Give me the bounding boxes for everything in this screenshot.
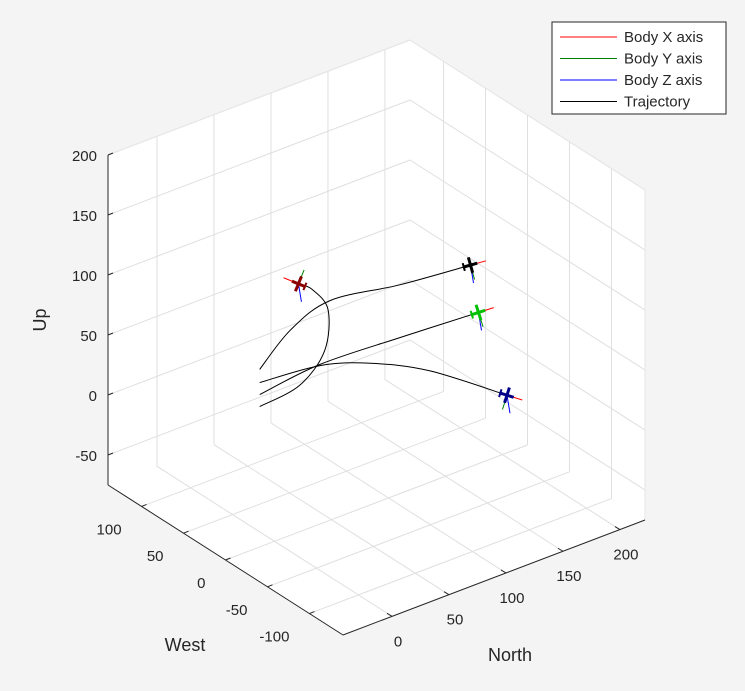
aircraft-wings (474, 304, 483, 321)
x-tick (443, 591, 450, 596)
trajectory-line (259, 362, 508, 396)
axis-lines (107, 39, 646, 636)
z-tick-label: 0 (89, 388, 97, 405)
z-tick (107, 332, 114, 336)
grid-line (409, 99, 646, 251)
z-axis-label: Up (30, 308, 50, 331)
grid-line (107, 99, 411, 216)
z-tick (107, 212, 114, 216)
y-tick (183, 530, 189, 534)
x-tick-label: 150 (556, 568, 581, 585)
y-tick (225, 557, 231, 561)
grid-line (141, 390, 444, 507)
z-tick-label: 200 (72, 148, 97, 165)
box-edge (409, 39, 646, 191)
aircraft-tail (498, 388, 503, 398)
y-tick-label: -50 (226, 602, 248, 619)
aircraft (469, 304, 494, 331)
aircraft-tail (461, 262, 466, 272)
grid-line (107, 219, 411, 336)
aircraft (461, 256, 487, 284)
z-tick (107, 392, 114, 396)
tick-labels: -50 0 50 100 150 200 -100 -50 0 50 100 0 50 100 150 200 (72, 148, 638, 650)
trajectories (259, 264, 508, 408)
z-tick-label: -50 (75, 448, 97, 465)
z-tick-label: 50 (80, 328, 97, 345)
x-tick (557, 547, 564, 552)
grid-line (309, 498, 612, 615)
legend-label: Body X axis (624, 29, 703, 46)
aircraft-wings (466, 256, 475, 274)
x-axis-line (342, 519, 646, 636)
y-tick (309, 611, 315, 615)
z-tick (107, 452, 114, 456)
legend-label: Trajectory (624, 94, 691, 111)
aircraft-wings (503, 387, 511, 404)
grid-line (409, 279, 646, 431)
y-tick-label: 100 (97, 521, 122, 538)
aircraft-wings (294, 275, 303, 292)
z-tick-label: 100 (72, 268, 97, 285)
grid-line (267, 471, 570, 588)
x-tick (614, 526, 621, 530)
y-tick (267, 584, 273, 588)
z-tick (107, 272, 114, 276)
grid-line (107, 159, 411, 276)
y-tick (141, 503, 147, 507)
x-axis-label: North (488, 645, 532, 665)
x-tick (386, 612, 393, 617)
back-wall-west (108, 40, 410, 485)
legend[interactable]: Body X axis Body Y axis Body Z axis Traject… (551, 21, 727, 115)
aircraft-tail (302, 282, 308, 291)
body-z-axis (297, 283, 302, 302)
grid-line (107, 279, 411, 396)
z-tick (107, 152, 114, 156)
x-tick-label: 50 (447, 612, 464, 629)
legend-label: Body Z axis (624, 72, 702, 89)
grid-line (409, 339, 646, 491)
x-tick-label: 0 (394, 633, 402, 650)
aircraft (498, 387, 523, 414)
aircraft-markers (283, 256, 523, 414)
x-tick-label: 100 (499, 590, 524, 607)
legend-label: Body Y axis (624, 51, 703, 68)
aircraft-tail (469, 310, 474, 319)
x-tick (500, 569, 507, 574)
y-tick-label: -100 (259, 629, 289, 646)
grid-line (107, 339, 411, 456)
y-axis-label: West (165, 635, 206, 655)
grid-line (225, 444, 528, 561)
grid-lines (107, 39, 646, 617)
trajectory-line (259, 264, 471, 370)
trajectory-line (259, 311, 479, 396)
grid-line (183, 417, 486, 534)
grid-line (409, 159, 646, 311)
grid-line (409, 219, 646, 371)
box-edge (107, 39, 411, 156)
trajectory-line (259, 283, 330, 408)
y-tick-label: 0 (197, 575, 205, 592)
x-tick-label: 200 (613, 547, 638, 564)
y-tick-label: 50 (147, 548, 164, 565)
aircraft (283, 269, 308, 302)
axes-back-planes (108, 40, 645, 635)
z-tick-label: 150 (72, 208, 97, 225)
